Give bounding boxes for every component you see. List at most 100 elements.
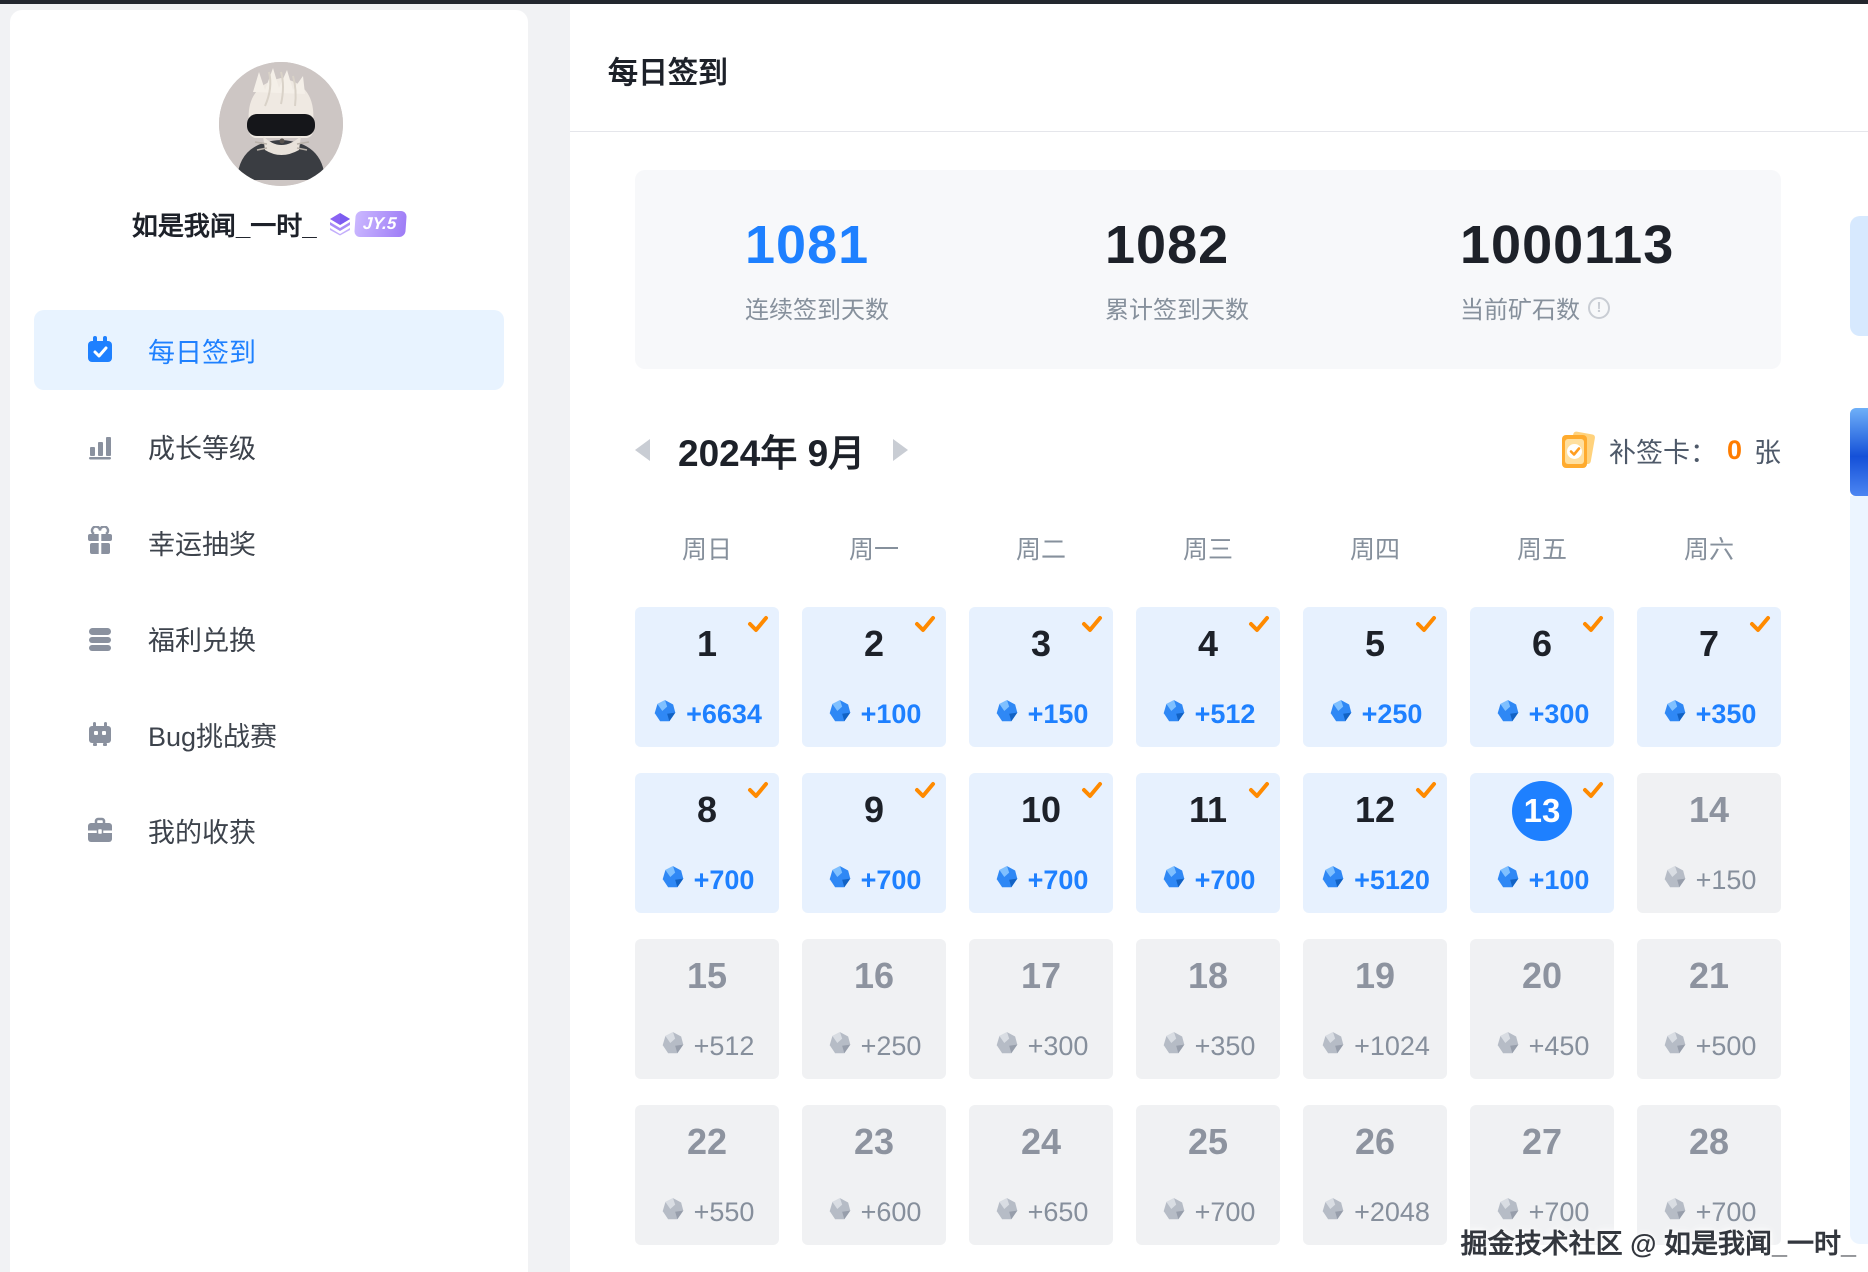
avatar	[219, 62, 343, 186]
reward-value: +700	[1027, 865, 1089, 895]
day-reward: +100	[1470, 864, 1614, 897]
day-number: 12	[1354, 789, 1396, 830]
day-cell-13: 13 +100	[1470, 773, 1614, 913]
day-reward: +300	[1470, 698, 1614, 731]
day-number: 4	[1197, 623, 1219, 664]
reward-value: +6634	[686, 699, 762, 729]
day-cell-27: 27 +700	[1470, 1105, 1614, 1245]
day-cell-1: 1 +6634	[635, 607, 779, 747]
ore-icon	[994, 698, 1020, 731]
day-number: 13	[1523, 792, 1561, 829]
sidebar-item-growth-level[interactable]: 成长等级	[34, 406, 504, 486]
makeup-card-entry[interactable]: 补签卡： 0 张	[1555, 428, 1781, 472]
badge-label: JY.5	[353, 211, 408, 237]
day-reward: +6634	[635, 698, 779, 731]
day-reward: +512	[1136, 698, 1280, 731]
day-cell-3: 3 +150	[969, 607, 1113, 747]
ore-icon	[660, 864, 686, 897]
day-number: 9	[863, 789, 885, 830]
level-badge: JY.5	[327, 211, 408, 237]
reward-value: +700	[860, 865, 922, 895]
page-title: 每日签到	[608, 57, 728, 90]
day-cell-4: 4 +512	[1136, 607, 1280, 747]
reward-value: +700	[1528, 1197, 1590, 1227]
day-number: 17	[1020, 955, 1062, 996]
day-cell-2: 2 +100	[802, 607, 946, 747]
weekday-label: 周五	[1516, 536, 1567, 564]
day-number: 18	[1187, 955, 1229, 996]
check-icon	[1582, 781, 1604, 799]
reward-value: +100	[860, 699, 922, 729]
day-reward: +350	[1637, 698, 1781, 731]
reward-value: +5120	[1354, 865, 1430, 895]
day-number: 6	[1531, 623, 1553, 664]
day-reward: +150	[1637, 864, 1781, 897]
bar-chart-icon	[84, 430, 116, 462]
weekday-label: 周三	[1182, 536, 1233, 564]
day-number: 3	[1030, 623, 1052, 664]
ore-icon	[1161, 698, 1187, 731]
reward-value: +2048	[1354, 1197, 1430, 1227]
day-cell-6: 6 +300	[1470, 607, 1614, 747]
day-number: 8	[696, 789, 718, 830]
ore-icon	[994, 1030, 1020, 1063]
watermark: 掘金技术社区 @ 如是我闻_一时_	[1460, 1229, 1856, 1259]
ore-icon	[1662, 1196, 1688, 1229]
ore-icon	[1662, 698, 1688, 731]
reward-value: +150	[1027, 699, 1089, 729]
reward-value: +450	[1528, 1031, 1590, 1061]
stat-value: 1000113	[1460, 215, 1675, 275]
sidebar-item-my-harvest[interactable]: 我的收获	[34, 790, 504, 870]
day-reward: +550	[635, 1196, 779, 1229]
day-number: 26	[1354, 1121, 1396, 1162]
sidebar-item-daily-checkin[interactable]: 每日签到	[34, 310, 504, 390]
user-name: 如是我闻_一时_	[131, 210, 317, 241]
day-number: 25	[1187, 1121, 1229, 1162]
day-number: 20	[1521, 955, 1563, 996]
sidebar-item-bug-challenge[interactable]: Bug挑战赛	[34, 694, 504, 774]
sidebar: 如是我闻_一时_ JY.5 每日签到成长等级幸运抽奖福利兑换 Bug挑战赛 我的收获	[10, 10, 528, 1272]
reward-value: +300	[1027, 1031, 1089, 1061]
reward-value: +350	[1695, 699, 1757, 729]
day-number: 7	[1698, 623, 1720, 664]
day-cell-15: 15 +512	[635, 939, 779, 1079]
reward-value: +700	[1194, 865, 1256, 895]
ore-icon	[1495, 698, 1521, 731]
day-cell-17: 17 +300	[969, 939, 1113, 1079]
day-cell-16: 16 +250	[802, 939, 946, 1079]
scrollbar-track[interactable]	[1850, 496, 1868, 1244]
check-icon	[1415, 615, 1437, 633]
sidebar-item-label: 幸运抽奖	[148, 529, 256, 560]
sidebar-item-lucky-draw[interactable]: 幸运抽奖	[34, 502, 504, 582]
prev-month-arrow-icon[interactable]	[635, 439, 650, 461]
stat-label: 累计签到天数	[1105, 297, 1249, 324]
ore-icon	[827, 698, 853, 731]
day-cell-23: 23 +600	[802, 1105, 946, 1245]
day-reward: +150	[969, 698, 1113, 731]
check-icon	[747, 781, 769, 799]
stat-label: 连续签到天数	[745, 297, 889, 324]
info-icon[interactable]: !	[1588, 296, 1610, 319]
header-divider	[570, 131, 1868, 132]
stat-label: 当前矿石数!	[1460, 290, 1674, 325]
day-reward: +450	[1470, 1030, 1614, 1063]
makeup-card-icon	[1561, 431, 1595, 468]
sidebar-item-welfare-exchange[interactable]: 福利兑换	[34, 598, 504, 678]
day-number: 16	[853, 955, 895, 996]
reward-value: +650	[1027, 1197, 1089, 1227]
stat-block: 1081 连续签到天数	[745, 214, 889, 325]
day-cell-21: 21 +500	[1637, 939, 1781, 1079]
stat-block: 1000113 当前矿石数!	[1460, 214, 1674, 325]
ore-icon	[1495, 1030, 1521, 1063]
next-month-arrow-icon[interactable]	[893, 439, 909, 461]
day-number: 23	[853, 1121, 895, 1162]
scrollbar-thumb[interactable]	[1850, 408, 1868, 496]
day-number: 5	[1364, 623, 1386, 664]
day-number: 1	[696, 623, 718, 664]
day-number: 27	[1521, 1121, 1563, 1162]
day-number: 19	[1354, 955, 1396, 996]
reward-value: +100	[1528, 865, 1590, 895]
day-number: 24	[1020, 1121, 1062, 1162]
month-label: 2024年 9月	[678, 433, 866, 474]
day-cell-12: 12 +5120	[1303, 773, 1447, 913]
